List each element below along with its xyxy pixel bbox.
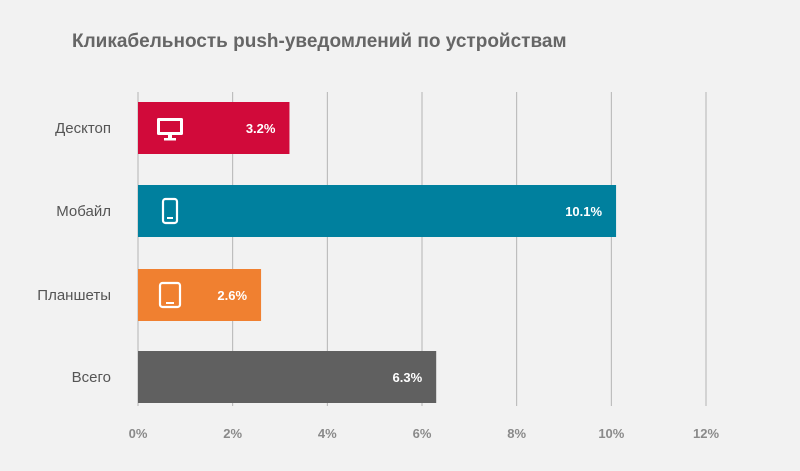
data-label: 2.6% — [217, 288, 247, 303]
category-label: Десктоп — [55, 120, 111, 137]
monitor-inner — [160, 121, 180, 132]
chart-title: Кликабельность push-уведомлений по устро… — [72, 31, 567, 52]
phone-body — [161, 197, 179, 225]
x-tick-label: 4% — [318, 426, 337, 441]
category-label: Планшеты — [37, 287, 111, 304]
category-label: Всего — [72, 369, 111, 386]
tablet-button — [166, 302, 174, 304]
smartphone-icon — [161, 197, 179, 225]
data-label: 6.3% — [393, 370, 423, 385]
data-label: 3.2% — [246, 121, 276, 136]
bar — [138, 185, 617, 237]
desktop-icon — [157, 118, 183, 141]
tablet-icon — [158, 281, 182, 309]
data-label: 10.1% — [565, 204, 602, 219]
bar — [138, 269, 262, 321]
x-tick-label: 6% — [413, 426, 432, 441]
x-tick-label: 8% — [507, 426, 526, 441]
x-tick-label: 10% — [598, 426, 624, 441]
category-label: Мобайл — [56, 203, 111, 220]
monitor-base — [164, 138, 176, 141]
x-tick-label: 2% — [223, 426, 242, 441]
bar — [138, 351, 437, 403]
x-tick-label: 12% — [693, 426, 719, 441]
phone-button — [167, 217, 173, 219]
monitor-neck — [168, 135, 172, 138]
tablet-body — [158, 281, 182, 309]
x-tick-label: 0% — [129, 426, 148, 441]
